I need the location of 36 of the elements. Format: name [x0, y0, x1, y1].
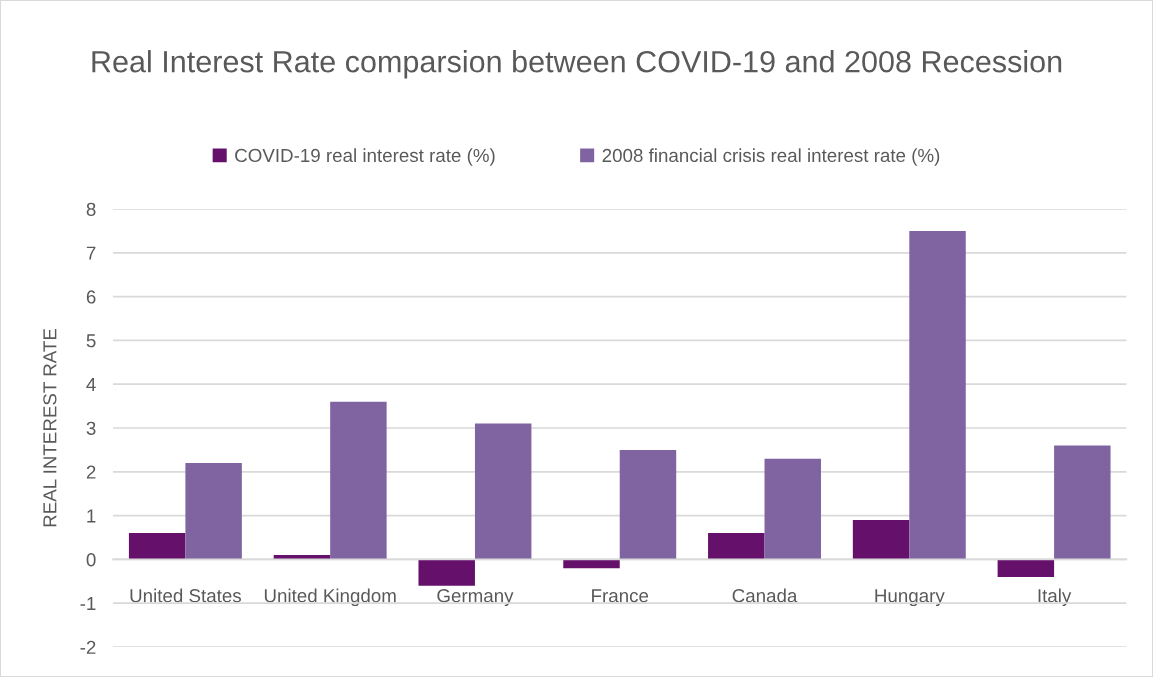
chart-title: Real Interest Rate comparsion between COVID-19 and 2008 Recession: [92, 50, 1062, 79]
y-tick-label: 0: [86, 553, 96, 567]
bar: [474, 423, 532, 560]
y-tick-label: 6: [86, 290, 96, 304]
y-tick-label: -1: [80, 597, 96, 610]
legend-label: 2008 financial crisis real interest rate (%): [602, 148, 940, 166]
bar: [330, 401, 387, 560]
x-tick-label: France: [592, 589, 649, 603]
bar: [764, 458, 821, 560]
legend-label: COVID-19 real interest rate (%): [235, 148, 495, 166]
x-tick-label: Germany: [437, 589, 514, 607]
y-tick-label: 1: [87, 509, 96, 523]
bar: [909, 230, 966, 560]
y-tick-label: 8: [86, 202, 96, 216]
y-tick-label: 3: [86, 421, 96, 435]
y-tick-label: 7: [86, 246, 96, 260]
bar: [563, 559, 620, 569]
bar: [619, 449, 677, 560]
x-tick-label: Italy: [1038, 588, 1072, 607]
x-tick-label: United States: [130, 588, 241, 603]
y-tick-label: 4: [86, 378, 96, 391]
bar: [273, 555, 331, 560]
bar: [708, 533, 765, 560]
bar: [418, 559, 475, 586]
bar: [852, 519, 910, 560]
x-tick-label: United Kingdom: [264, 588, 396, 607]
y-tick-label: 2: [86, 465, 96, 479]
y-tick-label: -2: [80, 640, 96, 654]
bar: [185, 463, 242, 560]
x-tick-label: Hungary: [875, 589, 945, 607]
x-tick-label: Canada: [732, 588, 798, 603]
y-axis-title: REAL INTEREST RATE: [43, 328, 57, 527]
bar: [997, 559, 1055, 577]
bar: [1054, 445, 1111, 560]
y-tick-label: 5: [86, 334, 96, 348]
bar: [128, 533, 186, 560]
